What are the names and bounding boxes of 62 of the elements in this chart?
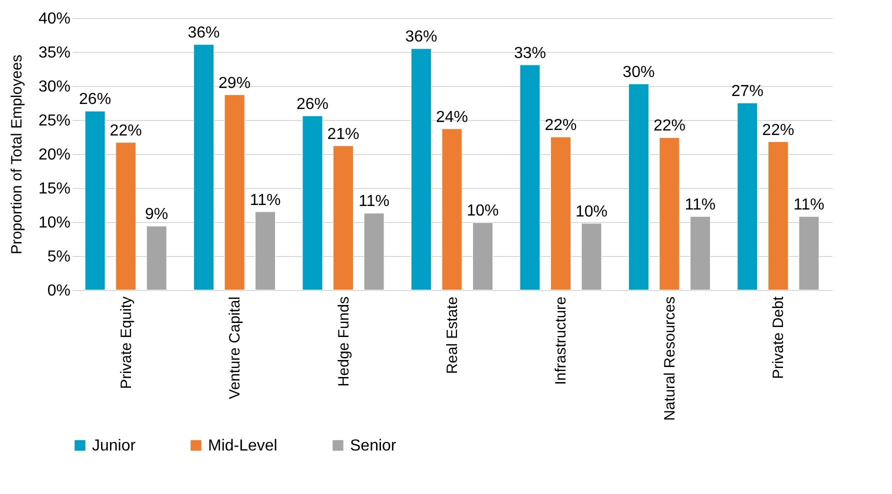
data-label: 11% (250, 192, 281, 209)
data-label: 22% (762, 122, 794, 139)
x-tick-label: Private Equity (118, 296, 135, 390)
data-label: 22% (653, 118, 686, 135)
bar (798, 216, 820, 290)
data-label: 11% (358, 193, 390, 210)
data-label: 26% (296, 96, 329, 113)
data-label: 29% (218, 74, 251, 92)
data-label: 27% (731, 83, 764, 100)
x-tick-label: Hedge Funds (335, 296, 352, 387)
y-tick-label: 5% (47, 248, 70, 266)
y-axis-title: Proportion of Total Employees (8, 54, 26, 254)
data-label: 30% (622, 64, 655, 81)
bar (333, 146, 354, 290)
data-label: 21% (327, 126, 360, 143)
bar (581, 223, 602, 290)
bar (659, 137, 680, 290)
data-label: 36% (405, 28, 438, 46)
data-label: 10% (575, 203, 608, 220)
bar (410, 48, 432, 290)
bar (302, 116, 323, 290)
bar (628, 84, 649, 290)
data-label: 9% (145, 206, 168, 224)
y-tick-label: 20% (38, 146, 70, 164)
x-tick-label: Venture Capital (226, 296, 244, 400)
bar (690, 216, 710, 290)
bar (768, 142, 788, 290)
y-tick-label: 35% (38, 44, 70, 62)
y-tick-label: 30% (38, 78, 70, 96)
bar (224, 94, 245, 290)
data-label: 10% (466, 202, 499, 220)
bar (364, 212, 384, 290)
y-tick-label: 15% (38, 180, 70, 198)
y-tick-label: 25% (38, 112, 70, 130)
legend-label: Junior (92, 437, 136, 454)
bar (472, 222, 494, 290)
data-label: 36% (188, 24, 220, 42)
data-label: 24% (436, 108, 468, 126)
data-label: 33% (514, 44, 546, 62)
x-tick-label: Real Estate (444, 296, 461, 374)
y-tick-label: 10% (38, 214, 70, 232)
data-label: 22% (544, 117, 577, 134)
bar (146, 226, 167, 290)
bar (520, 64, 540, 290)
y-tick-label: 40% (38, 10, 70, 28)
legend-label: Senior (350, 437, 397, 454)
y-tick-label: 0% (47, 282, 70, 300)
bar (194, 44, 214, 290)
bar (116, 142, 136, 290)
x-tick-label: Infrastructure (552, 296, 570, 385)
data-label: 22% (110, 122, 142, 140)
bar (84, 110, 106, 290)
data-label: 11% (794, 196, 824, 214)
legend-label: Mid-Level (208, 437, 278, 454)
x-tick-label: Natural Resources (661, 296, 678, 421)
bar (550, 136, 571, 290)
x-tick-label: Private Debt (770, 296, 788, 380)
data-label: 26% (79, 91, 112, 108)
data-label: 11% (684, 196, 716, 214)
bar (255, 212, 276, 290)
bar (737, 102, 758, 290)
bar (442, 128, 462, 290)
